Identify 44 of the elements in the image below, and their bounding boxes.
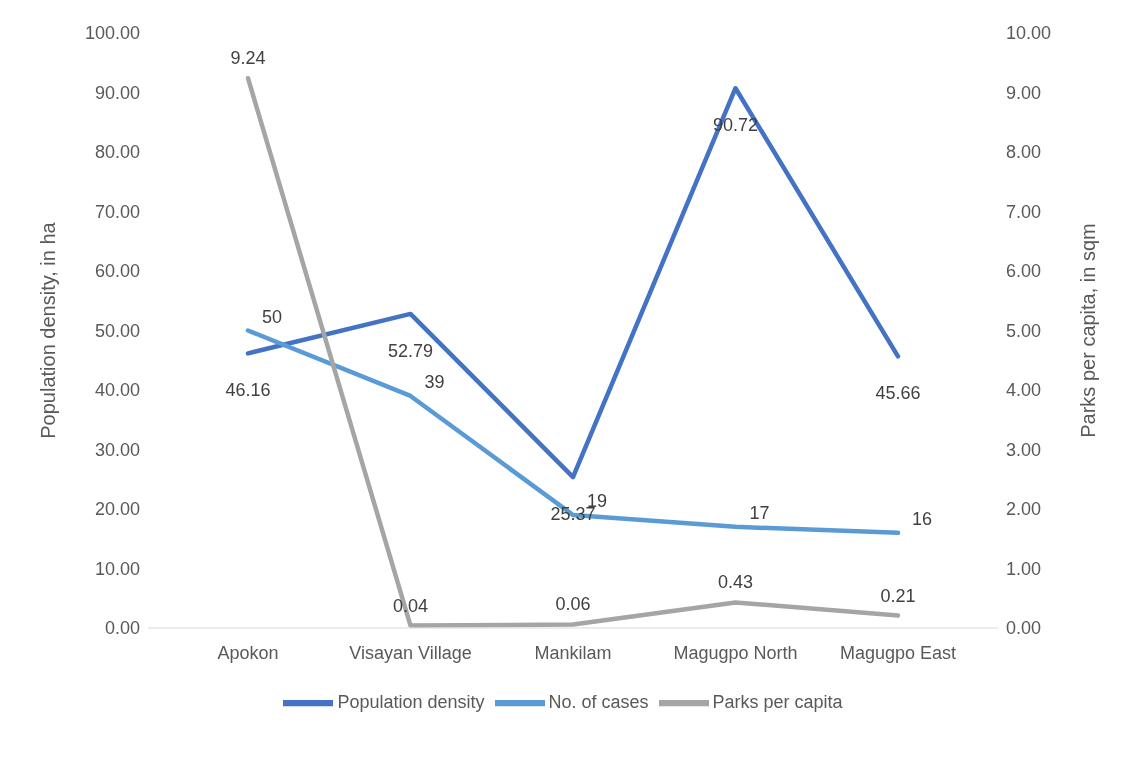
legend-label: No. of cases <box>548 691 649 712</box>
y-tick-label: 60.00 <box>94 261 140 282</box>
y-tick-label: 0.00 <box>104 618 140 639</box>
y2-tick-label: 6.00 <box>1006 261 1042 282</box>
data-label: 0.04 <box>392 595 429 616</box>
y2-tick-label: 7.00 <box>1006 201 1042 222</box>
y-tick-label: 70.00 <box>94 201 140 222</box>
y2-tick-label: 9.00 <box>1006 82 1042 103</box>
y2-tick-label: 3.00 <box>1006 439 1042 460</box>
data-label: 45.66 <box>875 383 921 404</box>
data-label: 39 <box>424 372 445 393</box>
data-label: 17 <box>749 503 770 524</box>
x-tick-label: Visayan Village <box>349 642 472 663</box>
y2-tick-label: 2.00 <box>1006 499 1042 520</box>
y-tick-label: 80.00 <box>94 142 140 163</box>
data-label: 0.21 <box>880 585 916 606</box>
y-tick-label: 90.00 <box>94 82 140 103</box>
y-tick-label: 10.00 <box>94 558 140 579</box>
y2-tick-label: 8.00 <box>1006 142 1042 163</box>
y2-tick-label: 4.00 <box>1006 380 1042 401</box>
legend-label: Parks per capita <box>712 691 843 712</box>
legend-label: Population density <box>337 691 485 712</box>
y2-tick-label: 1.00 <box>1006 558 1042 579</box>
x-tick-label: Magugpo North <box>673 642 798 663</box>
y-tick-label: 50.00 <box>94 320 140 341</box>
x-tick-label: Magugpo East <box>839 642 957 663</box>
data-label: 52.79 <box>387 340 434 361</box>
y2-tick-label: 5.00 <box>1006 320 1042 341</box>
x-tick-label: Apokon <box>217 642 279 663</box>
y-tick-label: 100.00 <box>84 23 140 44</box>
data-label: 50 <box>262 306 283 327</box>
y2-tick-label: 0.00 <box>1006 618 1042 639</box>
y-tick-label: 20.00 <box>94 499 140 520</box>
y-tick-label: 40.00 <box>94 380 140 401</box>
data-label: 9.24 <box>230 48 266 69</box>
x-tick-label: Mankilam <box>534 642 612 663</box>
y2-axis-title: Parks per capita, in sqm <box>1077 223 1100 438</box>
data-label: 16 <box>912 509 933 530</box>
y2-tick-label: 10.00 <box>1006 23 1052 44</box>
data-label: 46.16 <box>225 380 271 401</box>
y-axis-title: Population density, in ha <box>37 221 60 439</box>
data-label: 0.06 <box>555 594 591 615</box>
data-label: 0.43 <box>717 572 754 593</box>
y-tick-label: 30.00 <box>94 439 140 460</box>
